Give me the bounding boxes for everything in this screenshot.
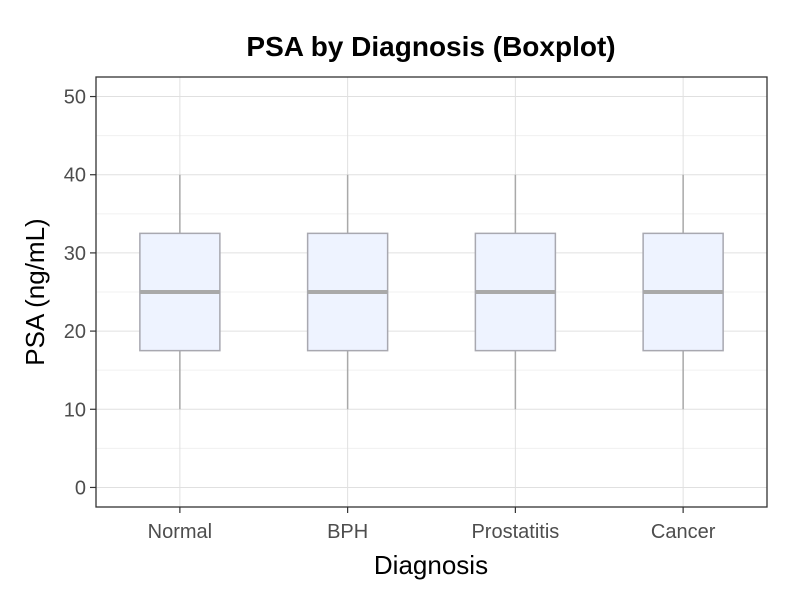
y-axis-title: PSA (ng/mL) xyxy=(20,218,50,365)
box-series xyxy=(139,174,724,410)
x-tick-label: Cancer xyxy=(651,521,716,543)
box-bph xyxy=(306,174,389,410)
x-axis-title: Diagnosis xyxy=(374,550,488,580)
box-cancer xyxy=(642,174,724,410)
y-tick-label: 30 xyxy=(64,243,86,265)
y-tick-label: 50 xyxy=(64,87,86,109)
y-tick-label: 10 xyxy=(64,399,86,421)
chart-title: PSA by Diagnosis (Boxplot) xyxy=(246,31,615,62)
box-prostatitis xyxy=(474,174,557,410)
y-tick-label: 20 xyxy=(64,321,86,343)
plot-panel-border xyxy=(95,76,768,508)
x-tick-label: Prostatitis xyxy=(471,521,559,543)
y-tick-label: 0 xyxy=(75,477,86,499)
x-axis: Normal BPH Prostatitis Cancer xyxy=(148,507,716,543)
box-normal xyxy=(139,174,221,410)
y-tick-label: 40 xyxy=(64,165,86,187)
x-tick-label: Normal xyxy=(148,521,212,543)
x-tick-label: BPH xyxy=(327,521,368,543)
y-axis: 0 10 20 30 40 50 xyxy=(64,87,96,499)
